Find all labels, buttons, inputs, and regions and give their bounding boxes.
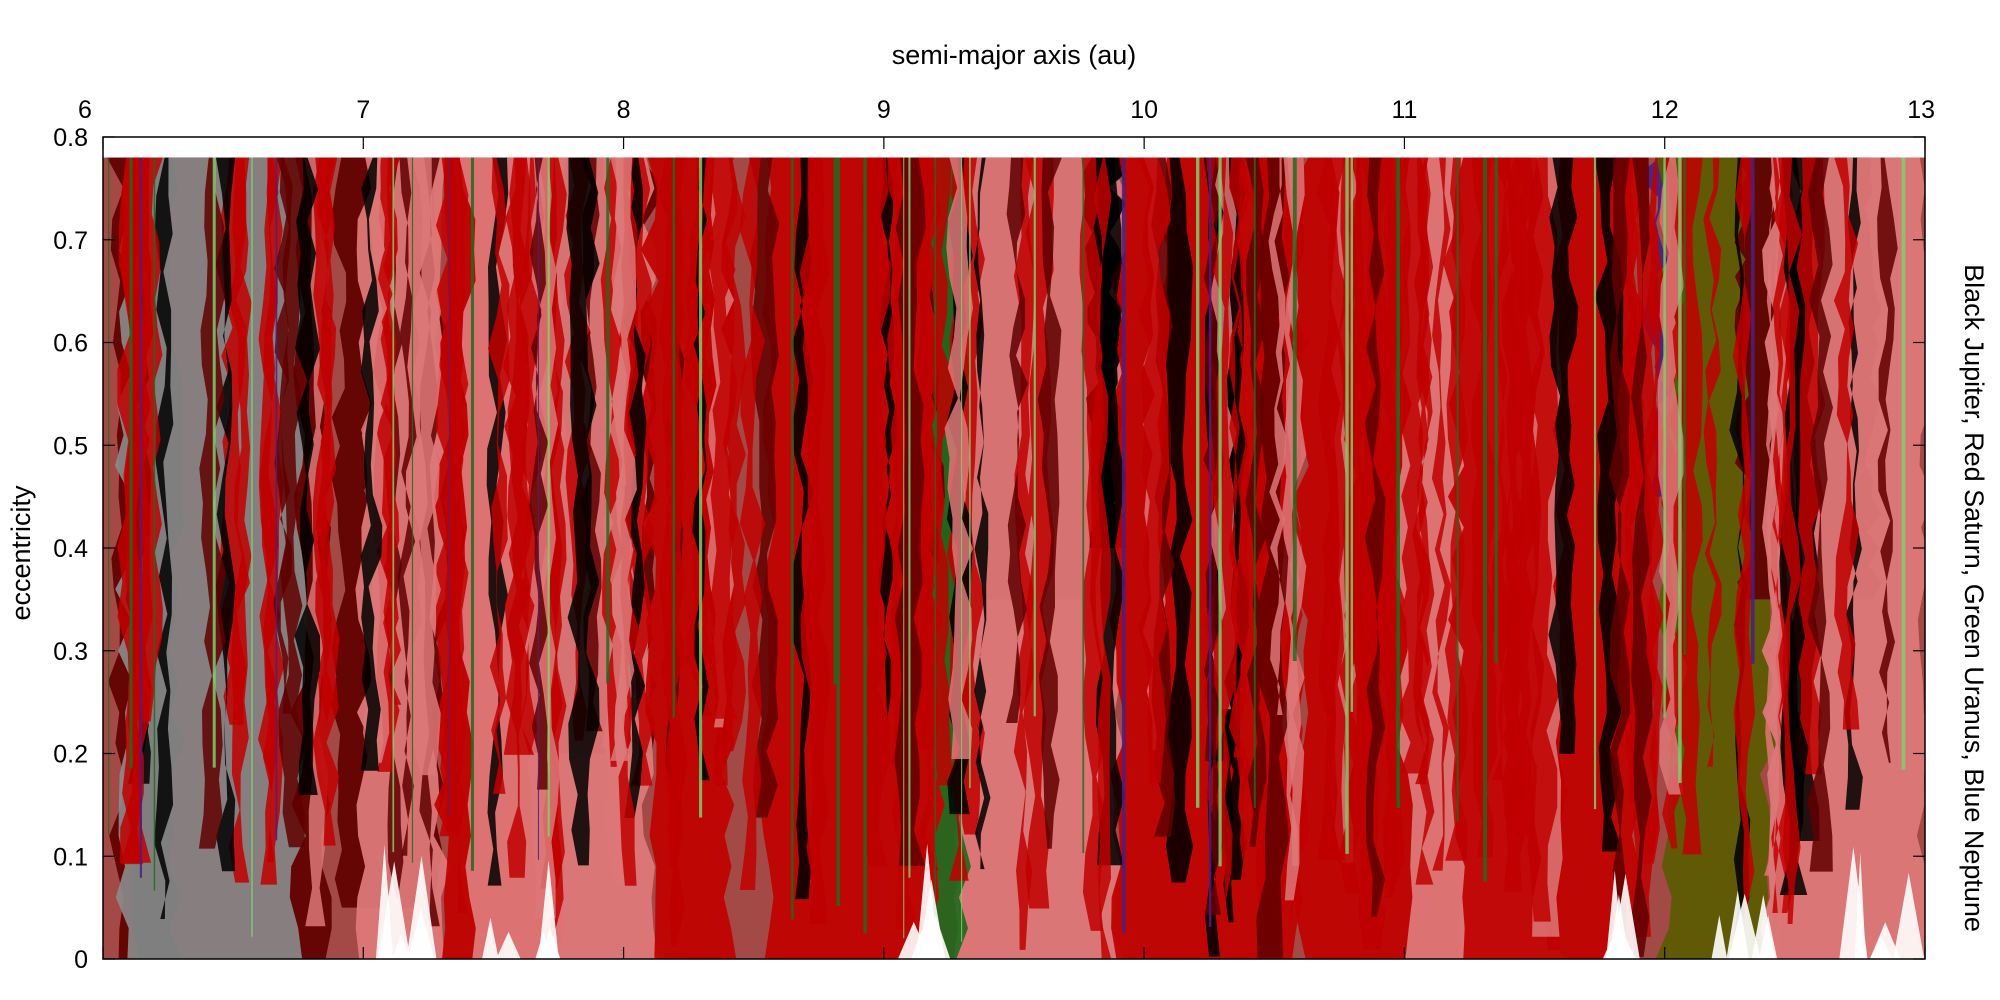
resonance-strand-118 [1778,157,1802,925]
resonance-strand-86 [1807,157,1833,872]
x-tick-label-6: 12 [1651,96,1679,124]
resonance-strand-129 [294,157,321,796]
x-tick-label-1: 7 [356,96,370,124]
resonance-strand-0 [1443,157,1469,861]
y-axis-title: eccentricity [6,485,36,621]
resonance-strand-133 [529,157,550,790]
stable-pocket-2-4 [917,879,946,959]
resonance-strand-104 [1037,157,1062,849]
x-tick-label-7: 13 [1907,96,1935,124]
resonance-strand-63 [1013,157,1036,950]
resonance-strand-149 [608,157,637,761]
resonance-strand-145 [1006,157,1028,724]
resonance-strand-117 [1833,157,1860,730]
x-tick-label-2: 8 [617,96,631,124]
resonance-strand-114 [799,157,830,925]
planet-legend-label: Black Jupiter, Red Saturn, Green Uranus,… [1959,264,1989,932]
resonance-strand-53 [916,157,939,871]
resonance-strand-45 [409,157,442,776]
resonance-strand-82 [1631,157,1653,958]
resonance-strand-99 [1138,157,1171,784]
resonance-strand-120 [527,157,560,919]
resonance-strand-64 [154,157,174,920]
resonance-strand-3 [1703,157,1722,767]
resonance-strand-80 [859,157,885,819]
resonance-strand-108 [1431,157,1452,871]
resonance-strand-143 [1608,157,1631,951]
stable-pocket-5-4 [1893,872,1925,959]
y-tick-label-1: 0.1 [53,843,88,871]
resonance-strand-148 [1228,157,1243,758]
x-tick-label-3: 9 [877,96,891,124]
resonance-strand-35 [1877,157,1898,763]
resonance-strand-98 [215,157,236,872]
stable-pocket-1-2 [538,860,559,959]
resonance-strand-142 [451,157,469,914]
resonance-strand-27 [1501,157,1529,892]
x-tick-label-5: 11 [1391,96,1417,124]
resonance-strand-131 [1245,157,1267,847]
y-tick-label-0: 0 [74,946,88,974]
stable-pocket-4-1 [1726,890,1749,959]
stable-pocket-1-0 [496,931,521,959]
x-axis-title: semi-major axis (au) [892,40,1137,70]
x-tick-label-4: 10 [1130,96,1158,124]
stable-pocket-1-4 [482,917,499,959]
stable-pocket-4-4 [1759,915,1778,959]
resonance-strand-57 [1619,157,1645,803]
resonance-strand-123 [198,157,226,849]
stable-pocket-5-3 [1854,852,1866,959]
resonance-strand-112 [278,157,307,848]
stable-pocket-1-3 [539,927,561,959]
resonance-strand-130 [503,157,535,755]
y-tick-label-7: 0.7 [53,227,88,255]
resonance-strand-109 [397,157,417,856]
resonance-strand-71 [487,157,510,794]
resonance-strand-84 [312,157,340,846]
y-tick-label-4: 0.4 [53,535,88,563]
resonance-strand-77 [1548,157,1579,754]
y-tick-label-3: 0.3 [53,638,88,666]
y-tick-label-6: 0.6 [53,330,88,358]
resonance-strand-139 [944,157,974,760]
resonance-strand-105 [739,157,766,891]
stable-pocket-4-3 [1711,915,1728,959]
resonance-strand-46 [258,157,285,885]
y-tick-label-5: 0.5 [53,432,88,460]
resonance-strand-135 [1643,157,1667,864]
resonance-strand-141 [380,157,402,705]
resonance-strand-101 [1502,157,1522,883]
resonance-strand-119 [1364,157,1386,918]
resonance-strand-29 [360,157,383,771]
resonance-strand-90 [1317,157,1349,861]
resonance-strand-125 [133,157,163,722]
ticks: 6 7 8 9 10 11 12 13 0 0.1 0.2 0.3 0.4 0.5 0.6 0.7 0.8 [53,96,1935,974]
stable-pocket-0-4 [406,855,437,959]
resonance-strand-122 [566,157,600,866]
resonance-strand-140 [1212,157,1238,910]
resonance-strand-116 [925,157,954,786]
stable-pocket-3-4 [1605,921,1629,959]
stable-pocket-0-2 [375,844,394,959]
resonance-strand-94 [692,157,710,781]
plot-area [103,157,1925,959]
stable-pocket-5-2 [1870,922,1901,959]
y-tick-label-2: 0.2 [53,741,88,769]
resonance-strand-91 [792,157,814,900]
resonance-strand-146 [708,157,738,719]
resonance-strand-127 [1509,157,1538,836]
resonance-strand-147 [1415,157,1435,885]
resonance-strand-137 [1268,157,1287,716]
resonance-strand-50 [973,157,991,870]
stable-pocket-0-1 [392,933,410,959]
x-tick-label-0: 6 [78,96,92,124]
resonance-strand-124 [1089,157,1112,959]
resonance-strand-83 [1732,157,1756,952]
y-tick-label-8: 0.8 [53,124,88,152]
